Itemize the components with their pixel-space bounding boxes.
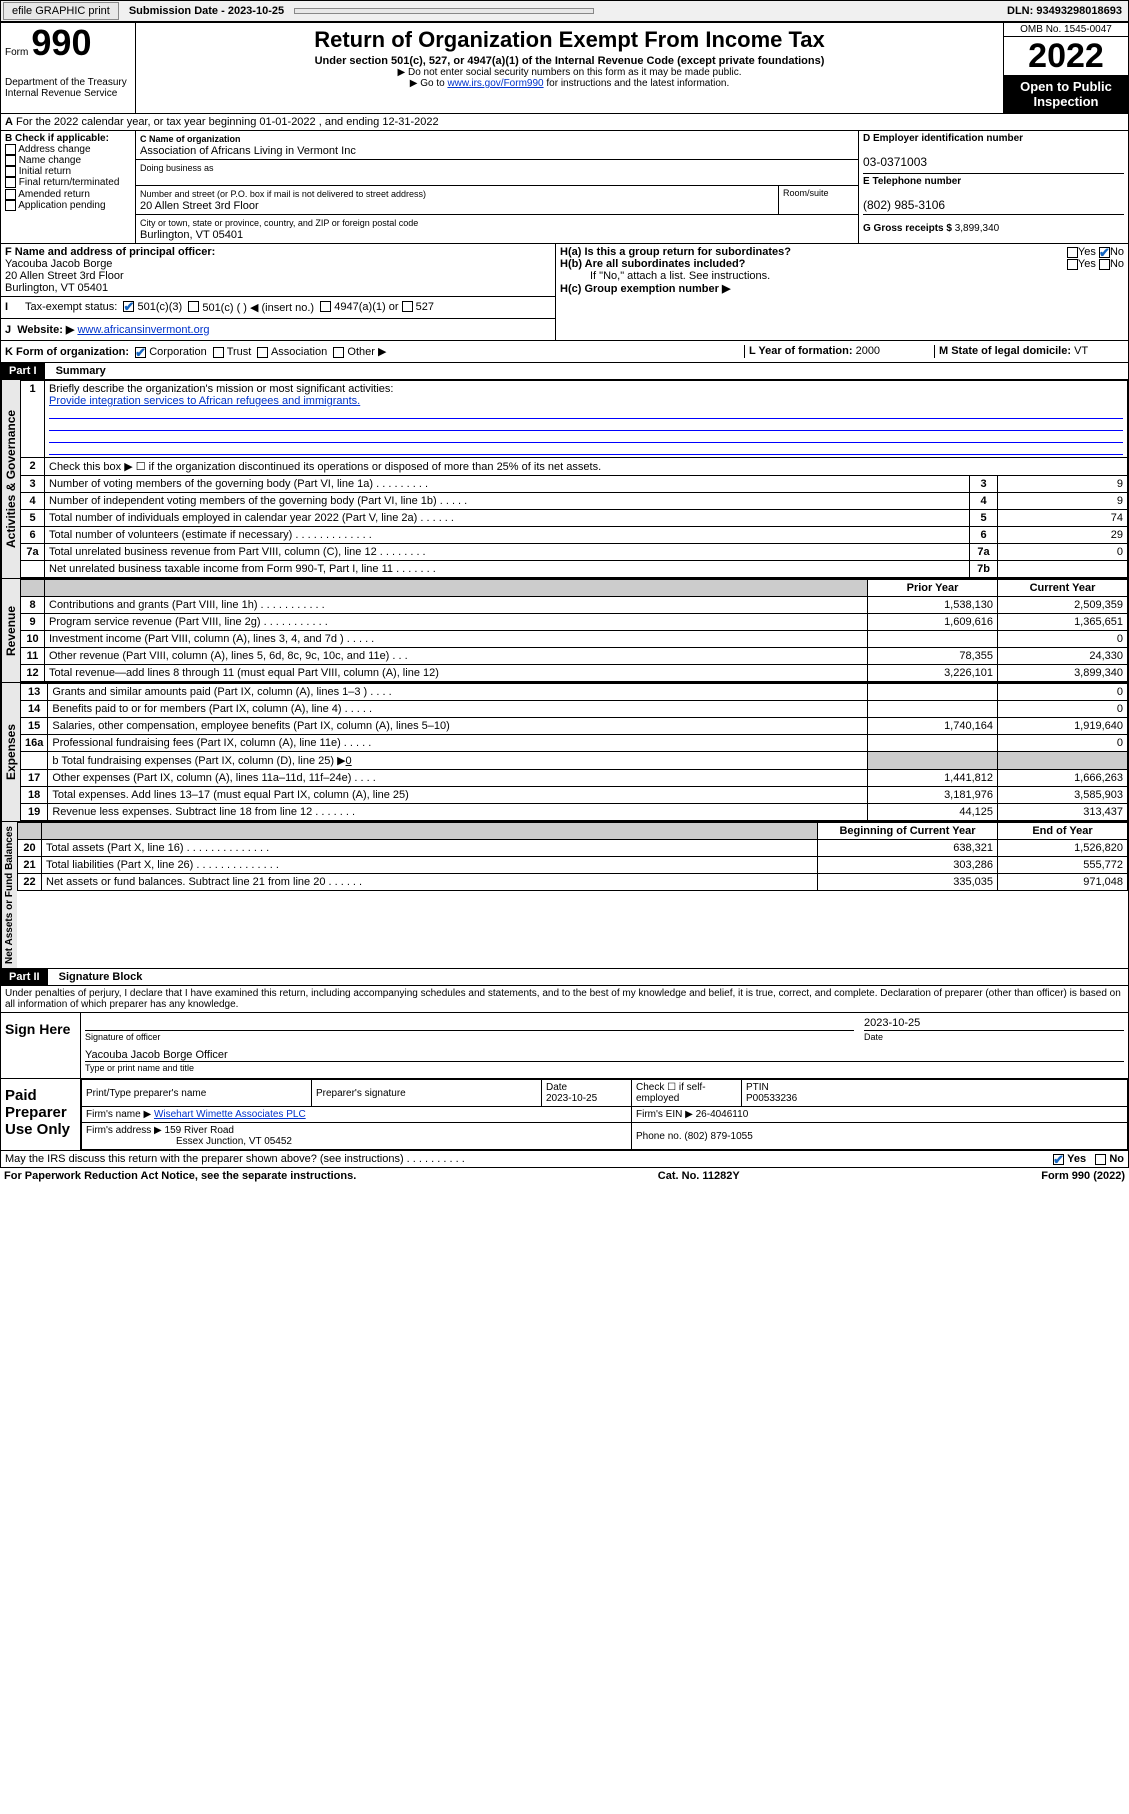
part-ii-title: Signature Block bbox=[51, 971, 143, 983]
penalty-text: Under penalties of perjury, I declare th… bbox=[0, 986, 1129, 1013]
firm-addr: 159 River Road bbox=[165, 1125, 234, 1136]
ptin: P00533236 bbox=[746, 1093, 797, 1104]
blank-button[interactable] bbox=[294, 8, 594, 14]
val-6: 29 bbox=[998, 527, 1128, 544]
discuss-yes[interactable] bbox=[1053, 1154, 1064, 1165]
firm-ein: 26-4046110 bbox=[696, 1109, 749, 1120]
k-corp[interactable] bbox=[135, 347, 146, 358]
form-header: Form 990 Department of the Treasury Inte… bbox=[0, 22, 1129, 114]
paid-preparer-block: Paid Preparer Use Only Print/Type prepar… bbox=[0, 1079, 1129, 1151]
note-link: ▶ Go to www.irs.gov/Form990 for instruct… bbox=[140, 78, 999, 89]
gross-receipts: 3,899,340 bbox=[955, 223, 1000, 234]
ha-yes[interactable] bbox=[1067, 247, 1078, 258]
form-subtitle: Under section 501(c), 527, or 4947(a)(1)… bbox=[140, 55, 999, 67]
part-ii-bar: Part II bbox=[1, 969, 48, 985]
k-other[interactable] bbox=[333, 347, 344, 358]
dln: DLN: 93493298018693 bbox=[1001, 3, 1128, 19]
checkbox-4947[interactable] bbox=[320, 301, 331, 312]
part-i-title: Summary bbox=[48, 365, 106, 377]
prep-phone: (802) 879-1055 bbox=[684, 1131, 752, 1142]
sign-here-block: Sign Here Signature of officer 2023-10-2… bbox=[0, 1013, 1129, 1079]
officer-name: Yacouba Jacob Borge bbox=[5, 258, 112, 270]
val-5: 74 bbox=[998, 510, 1128, 527]
netassets-section: Net Assets or Fund Balances Beginning of… bbox=[0, 822, 1129, 969]
expenses-section: Expenses 13Grants and similar amounts pa… bbox=[0, 683, 1129, 822]
phone: (802) 985-3106 bbox=[863, 198, 945, 212]
tax-year: 2022 bbox=[1004, 37, 1128, 75]
omb: OMB No. 1545-0047 bbox=[1004, 23, 1128, 37]
website-link[interactable]: www.africansinvermont.org bbox=[77, 324, 209, 336]
val-7b bbox=[998, 561, 1128, 578]
page-footer: For Paperwork Reduction Act Notice, see … bbox=[0, 1168, 1129, 1184]
checkbox-527[interactable] bbox=[402, 301, 413, 312]
discuss-no[interactable] bbox=[1095, 1154, 1106, 1165]
sig-date: 2023-10-25 bbox=[864, 1017, 1124, 1031]
firm-name-link[interactable]: Wisehart Wimette Associates PLC bbox=[154, 1109, 306, 1120]
note-ssn: ▶ Do not enter social security numbers o… bbox=[140, 67, 999, 78]
hb-no[interactable] bbox=[1099, 259, 1110, 270]
revenue-section: Revenue Prior YearCurrent Year 8Contribu… bbox=[0, 579, 1129, 683]
officer-typed-name: Yacouba Jacob Borge Officer bbox=[85, 1049, 1124, 1062]
period-a: A For the 2022 calendar year, or tax yea… bbox=[0, 114, 1129, 131]
vert-governance: Activities & Governance bbox=[1, 380, 20, 578]
vert-revenue: Revenue bbox=[1, 579, 20, 682]
street: 20 Allen Street 3rd Floor bbox=[140, 200, 259, 212]
efile-button[interactable]: efile GRAPHIC print bbox=[3, 2, 119, 20]
form-number: 990 bbox=[31, 22, 91, 63]
part-i-bar: Part I bbox=[1, 363, 45, 379]
k-assoc[interactable] bbox=[257, 347, 268, 358]
city-state-zip: Burlington, VT 05401 bbox=[140, 229, 243, 241]
dept-label: Department of the Treasury Internal Reve… bbox=[5, 77, 131, 99]
discuss-row: May the IRS discuss this return with the… bbox=[0, 1151, 1129, 1168]
prep-date: 2023-10-25 bbox=[546, 1093, 597, 1104]
section-klm: K Form of organization: Corporation Trus… bbox=[0, 341, 1129, 363]
open-public: Open to Public Inspection bbox=[1004, 75, 1128, 113]
vert-expenses: Expenses bbox=[1, 683, 20, 821]
val-7a: 0 bbox=[998, 544, 1128, 561]
form-title: Return of Organization Exempt From Incom… bbox=[140, 27, 999, 53]
val-4: 9 bbox=[998, 493, 1128, 510]
checkbox-501c3[interactable] bbox=[123, 301, 134, 312]
mission-text[interactable]: Provide integration services to African … bbox=[49, 395, 360, 407]
governance-section: Activities & Governance 1 Briefly descri… bbox=[0, 380, 1129, 579]
checkbox-501c[interactable] bbox=[188, 301, 199, 312]
submission-date: Submission Date - 2023-10-25 bbox=[121, 3, 292, 19]
val-3: 9 bbox=[998, 476, 1128, 493]
form-word: Form bbox=[5, 47, 28, 58]
sections-fhij: F Name and address of principal officer:… bbox=[0, 244, 1129, 341]
vert-netassets: Net Assets or Fund Balances bbox=[1, 822, 17, 968]
k-trust[interactable] bbox=[213, 347, 224, 358]
hb-yes[interactable] bbox=[1067, 259, 1078, 270]
top-bar: efile GRAPHIC print Submission Date - 20… bbox=[0, 0, 1129, 22]
year-formation: 2000 bbox=[856, 345, 880, 357]
ha-no[interactable] bbox=[1099, 247, 1110, 258]
ein: 03-0371003 bbox=[863, 155, 927, 169]
irs-link[interactable]: www.irs.gov/Form990 bbox=[447, 78, 543, 89]
org-name: Association of Africans Living in Vermon… bbox=[140, 145, 356, 157]
state-domicile: VT bbox=[1074, 345, 1088, 357]
sections-bcdefg: B Check if applicable: Address change Na… bbox=[0, 131, 1129, 244]
